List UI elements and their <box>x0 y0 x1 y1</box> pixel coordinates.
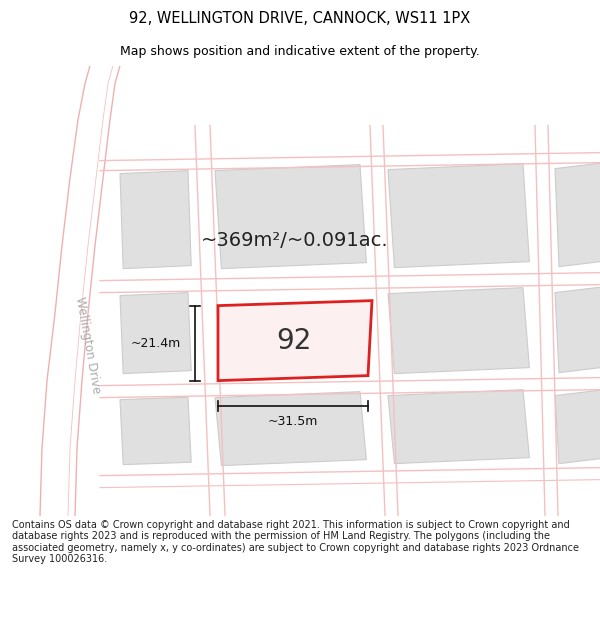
Polygon shape <box>120 292 191 374</box>
Text: Contains OS data © Crown copyright and database right 2021. This information is : Contains OS data © Crown copyright and d… <box>12 519 579 564</box>
Polygon shape <box>215 164 367 269</box>
Polygon shape <box>120 398 191 464</box>
Polygon shape <box>215 392 367 466</box>
Text: 92: 92 <box>277 327 311 354</box>
Text: ~21.4m: ~21.4m <box>131 337 181 349</box>
Text: 92, WELLINGTON DRIVE, CANNOCK, WS11 1PX: 92, WELLINGTON DRIVE, CANNOCK, WS11 1PX <box>130 11 470 26</box>
Polygon shape <box>218 301 372 381</box>
Polygon shape <box>120 171 191 269</box>
Polygon shape <box>555 162 600 267</box>
Polygon shape <box>555 389 600 464</box>
Text: Wellington Drive: Wellington Drive <box>73 296 103 395</box>
Text: ~369m²/~0.091ac.: ~369m²/~0.091ac. <box>201 231 389 250</box>
Polygon shape <box>555 287 600 372</box>
Text: ~31.5m: ~31.5m <box>268 415 318 428</box>
Polygon shape <box>388 288 529 374</box>
Polygon shape <box>388 164 529 268</box>
Polygon shape <box>388 389 529 464</box>
Text: Map shows position and indicative extent of the property.: Map shows position and indicative extent… <box>120 45 480 58</box>
